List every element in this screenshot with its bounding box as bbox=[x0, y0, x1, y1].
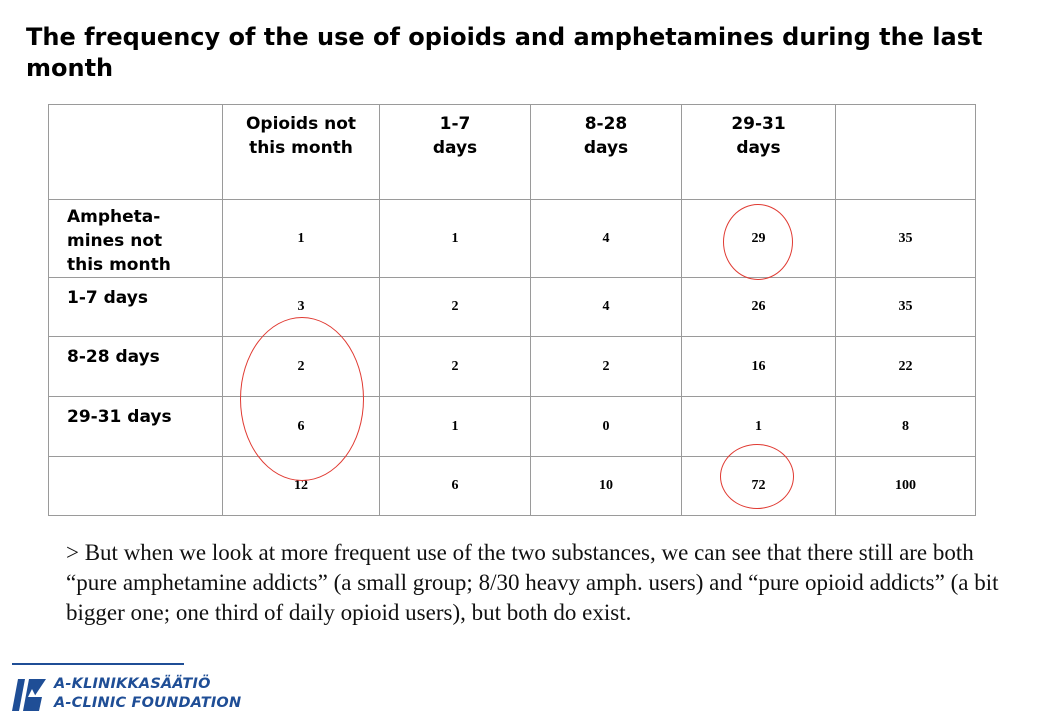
table-cell: 8 bbox=[835, 396, 976, 457]
table-cell: 1 bbox=[222, 199, 380, 278]
table-cell: 2 bbox=[222, 336, 380, 397]
page-title: The frequency of the use of opioids and … bbox=[26, 23, 983, 82]
header-cell-1-7-days: 1-7 days bbox=[379, 104, 531, 200]
table-cell: 6 bbox=[222, 396, 380, 457]
table-row: Ampheta-mines not this month 1 1 4 29 35 bbox=[48, 199, 976, 278]
table-cell: 3 bbox=[222, 277, 380, 337]
row-label: 8-28 days bbox=[48, 336, 223, 397]
logo-divider bbox=[12, 663, 184, 665]
table-cell: 1 bbox=[681, 396, 836, 457]
logo-wordmark: A-KLINIKKASÄÄTIÖ A-CLINIC FOUNDATION bbox=[54, 675, 241, 713]
row-label: Ampheta-mines not this month bbox=[48, 199, 223, 278]
table-row: 8-28 days 2 2 2 16 22 bbox=[48, 336, 976, 397]
table-cell: 2 bbox=[379, 336, 531, 397]
logo-line-2: A-CLINIC FOUNDATION bbox=[54, 695, 242, 711]
table-cell: 22 bbox=[835, 336, 976, 397]
table-cell: 4 bbox=[530, 199, 682, 278]
header-cell-opioids-not-this-month: Opioids not this month bbox=[222, 104, 380, 200]
table-cell: 35 bbox=[835, 199, 976, 278]
table-cell: 29 bbox=[681, 199, 836, 278]
header-cell-8-28-days: 8-28 days bbox=[530, 104, 682, 200]
row-label: 29-31 days bbox=[48, 396, 223, 457]
table-cell: 26 bbox=[681, 277, 836, 337]
header-cell-corner bbox=[48, 104, 223, 200]
row-label bbox=[48, 456, 223, 516]
table-cell: 1 bbox=[379, 396, 531, 457]
logo-line-1: A-KLINIKKASÄÄTIÖ bbox=[54, 676, 211, 692]
table-cell: 16 bbox=[681, 336, 836, 397]
header-cell-29-31-days: 29-31 days bbox=[681, 104, 836, 200]
table-cell: 4 bbox=[530, 277, 682, 337]
table-cell: 1 bbox=[379, 199, 531, 278]
table-cell: 72 bbox=[681, 456, 836, 516]
table-cell: 2 bbox=[379, 277, 531, 337]
frequency-table: Opioids not this month 1-7 days 8-28 day… bbox=[48, 104, 976, 516]
a-clinic-logo-icon bbox=[12, 679, 46, 711]
table-cell: 100 bbox=[835, 456, 976, 516]
row-label: 1-7 days bbox=[48, 277, 223, 337]
table-cell: 0 bbox=[530, 396, 682, 457]
table-cell: 12 bbox=[222, 456, 380, 516]
table-header-row: Opioids not this month 1-7 days 8-28 day… bbox=[48, 104, 976, 200]
table-cell: 6 bbox=[379, 456, 531, 516]
table-row: 29-31 days 6 1 0 1 8 bbox=[48, 396, 976, 457]
table-cell: 2 bbox=[530, 336, 682, 397]
table-cell: 10 bbox=[530, 456, 682, 516]
table-cell: 35 bbox=[835, 277, 976, 337]
body-paragraph: > But when we look at more frequent use … bbox=[66, 540, 999, 625]
table-row: 1-7 days 3 2 4 26 35 bbox=[48, 277, 976, 337]
header-cell-total bbox=[835, 104, 976, 200]
table-row-totals: 12 6 10 72 100 bbox=[48, 456, 976, 516]
